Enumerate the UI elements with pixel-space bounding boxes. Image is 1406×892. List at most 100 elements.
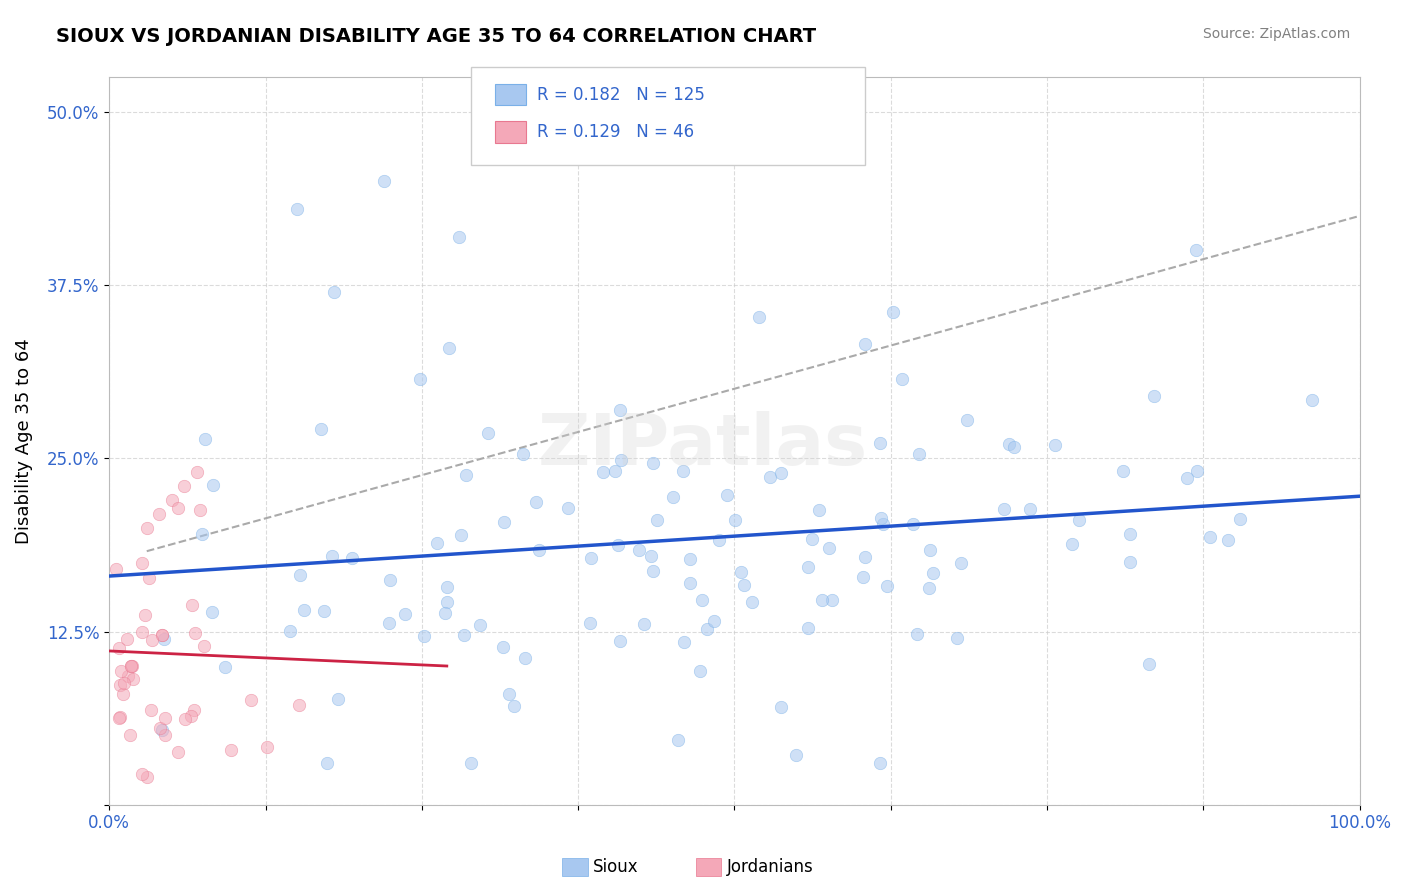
Point (150, 723, 173, 737)
Point (645, 513, 668, 527)
Point (853, 336, 876, 351)
Point (121, 673, 143, 687)
Point (288, 567, 311, 582)
Point (821, 593, 844, 607)
Point (609, 633, 631, 648)
Point (716, 488, 738, 502)
Point (1002, 440, 1025, 454)
Text: Sioux: Sioux (593, 858, 638, 876)
Point (870, 511, 893, 525)
Point (117, 669, 139, 683)
Point (108, 678, 131, 692)
Point (672, 464, 695, 478)
Point (112, 676, 135, 690)
Point (131, 556, 153, 570)
Point (394, 607, 416, 622)
Point (689, 664, 711, 678)
Point (412, 629, 434, 643)
Point (141, 633, 163, 648)
Point (1137, 657, 1160, 672)
Point (326, 692, 349, 706)
Point (869, 435, 891, 450)
Point (872, 516, 894, 531)
Point (409, 371, 432, 385)
Point (120, 659, 142, 673)
Point (450, 528, 472, 542)
Point (922, 566, 945, 580)
Point (993, 502, 1015, 516)
Point (741, 595, 763, 609)
Point (785, 747, 807, 762)
Point (1019, 502, 1042, 516)
Point (908, 447, 931, 461)
Point (797, 560, 820, 574)
Point (690, 593, 713, 607)
Point (323, 285, 346, 300)
Point (876, 579, 898, 593)
Point (105, 562, 128, 576)
Point (426, 535, 449, 549)
Point (107, 711, 129, 725)
Point (188, 503, 211, 517)
Point (378, 573, 401, 587)
Point (201, 605, 224, 619)
Point (292, 603, 315, 617)
Point (512, 447, 534, 461)
Point (439, 341, 461, 355)
Point (180, 709, 202, 723)
Point (513, 650, 536, 665)
Point (673, 634, 696, 648)
Point (633, 617, 655, 632)
Point (640, 549, 662, 563)
Point (1185, 244, 1208, 258)
Point (181, 598, 204, 612)
Point (167, 501, 190, 516)
Point (134, 608, 156, 623)
Point (321, 549, 343, 563)
Point (1301, 393, 1323, 408)
Point (149, 721, 172, 735)
Point (882, 305, 904, 319)
Point (436, 595, 458, 609)
Point (592, 465, 614, 479)
Y-axis label: Disability Age 35 to 64: Disability Age 35 to 64 (15, 338, 32, 544)
Point (449, 229, 471, 244)
Point (131, 625, 153, 640)
Point (853, 549, 876, 564)
Point (641, 456, 664, 470)
Point (748, 310, 770, 325)
Point (150, 628, 173, 642)
Point (503, 698, 526, 713)
Point (730, 565, 752, 579)
Point (183, 625, 205, 640)
Point (1229, 512, 1251, 526)
Point (110, 664, 132, 678)
Point (285, 202, 308, 216)
Point (956, 413, 979, 427)
Point (1112, 464, 1135, 478)
Text: ZIPatlas: ZIPatlas (538, 411, 868, 481)
Point (769, 466, 792, 480)
Point (901, 517, 924, 532)
Point (581, 550, 603, 565)
Point (454, 468, 477, 483)
Text: R = 0.182   N = 125: R = 0.182 N = 125 (537, 86, 704, 103)
Point (769, 699, 792, 714)
Point (214, 660, 236, 674)
Point (152, 627, 174, 641)
Point (679, 552, 702, 566)
Point (1060, 536, 1083, 550)
Point (373, 174, 395, 188)
Point (309, 422, 332, 436)
Point (183, 703, 205, 717)
Point (946, 632, 969, 646)
Point (153, 711, 176, 725)
Point (121, 658, 143, 673)
Point (108, 640, 131, 655)
Point (628, 543, 651, 558)
Point (696, 623, 718, 637)
Point (852, 570, 875, 584)
Point (1198, 530, 1220, 544)
Point (1175, 471, 1198, 485)
Point (605, 464, 627, 478)
